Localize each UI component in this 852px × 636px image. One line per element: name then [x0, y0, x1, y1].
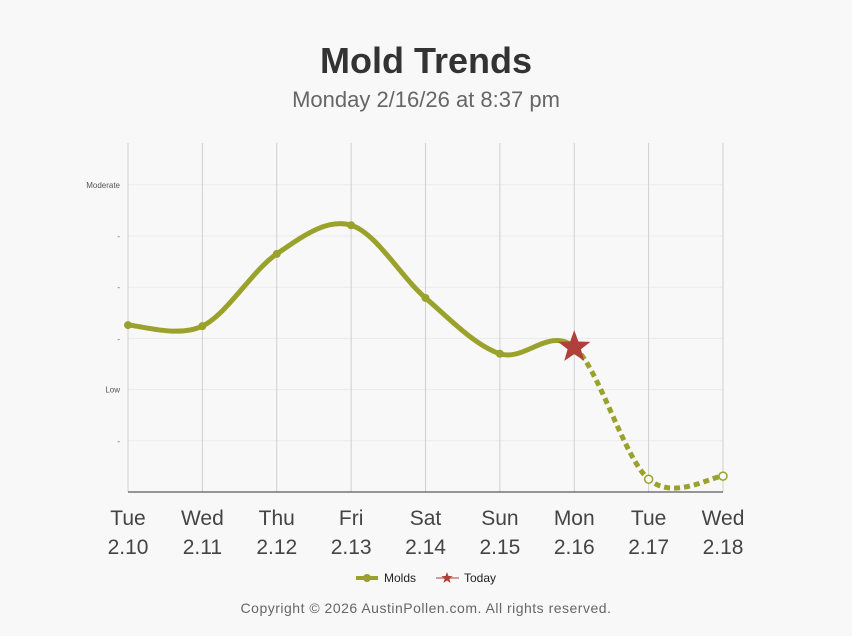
molds-point: [124, 321, 132, 330]
legend-today-label: Today: [464, 571, 496, 585]
x-tick-day: Tue: [110, 507, 145, 530]
y-tick-label: -: [117, 334, 120, 343]
x-tick-date: 2.15: [479, 536, 520, 559]
x-tick-date: 2.11: [183, 536, 222, 559]
chart-title: Mold Trends: [319, 40, 532, 81]
x-tick-day: Sun: [481, 507, 518, 530]
molds-point: [495, 349, 504, 358]
molds-point: [347, 221, 356, 230]
x-tick-date: 2.10: [108, 536, 149, 559]
x-tick-date: 2.18: [703, 536, 744, 559]
legend-today-marker: [441, 572, 453, 583]
y-tick-label: -: [117, 283, 120, 292]
today-star-marker: [558, 330, 591, 361]
y-tick-label: Moderate: [86, 181, 120, 190]
x-tick-date: 2.14: [405, 536, 446, 559]
x-tick-day: Wed: [181, 507, 224, 530]
x-tick-date: 2.12: [256, 536, 297, 559]
x-tick-day: Sat: [410, 507, 442, 530]
y-tick-label: Low: [105, 386, 120, 395]
molds-forecast-line: [572, 345, 724, 491]
x-tick-date: 2.17: [628, 536, 669, 559]
x-tick-day: Thu: [259, 507, 295, 530]
x-tick-day: Tue: [631, 507, 666, 530]
chart-subtitle: Monday 2/16/26 at 8:37 pm: [292, 87, 560, 112]
x-tick-day: Fri: [339, 507, 364, 530]
y-tick-label: -: [117, 232, 120, 241]
molds-point: [272, 249, 281, 258]
x-tick-date: 2.16: [554, 536, 595, 559]
x-tick-day: Mon: [554, 507, 595, 530]
molds-point: [718, 471, 728, 481]
molds-point: [421, 293, 430, 302]
y-tick-label: -: [117, 437, 120, 446]
x-tick-day: Wed: [702, 507, 745, 530]
copyright: Copyright © 2026 AustinPollen.com. All r…: [240, 600, 612, 616]
x-tick-date: 2.13: [331, 536, 372, 559]
molds-point: [643, 474, 654, 484]
legend-molds-marker: [363, 574, 371, 582]
legend-molds-label: Molds: [384, 571, 416, 585]
molds-point: [198, 322, 207, 331]
